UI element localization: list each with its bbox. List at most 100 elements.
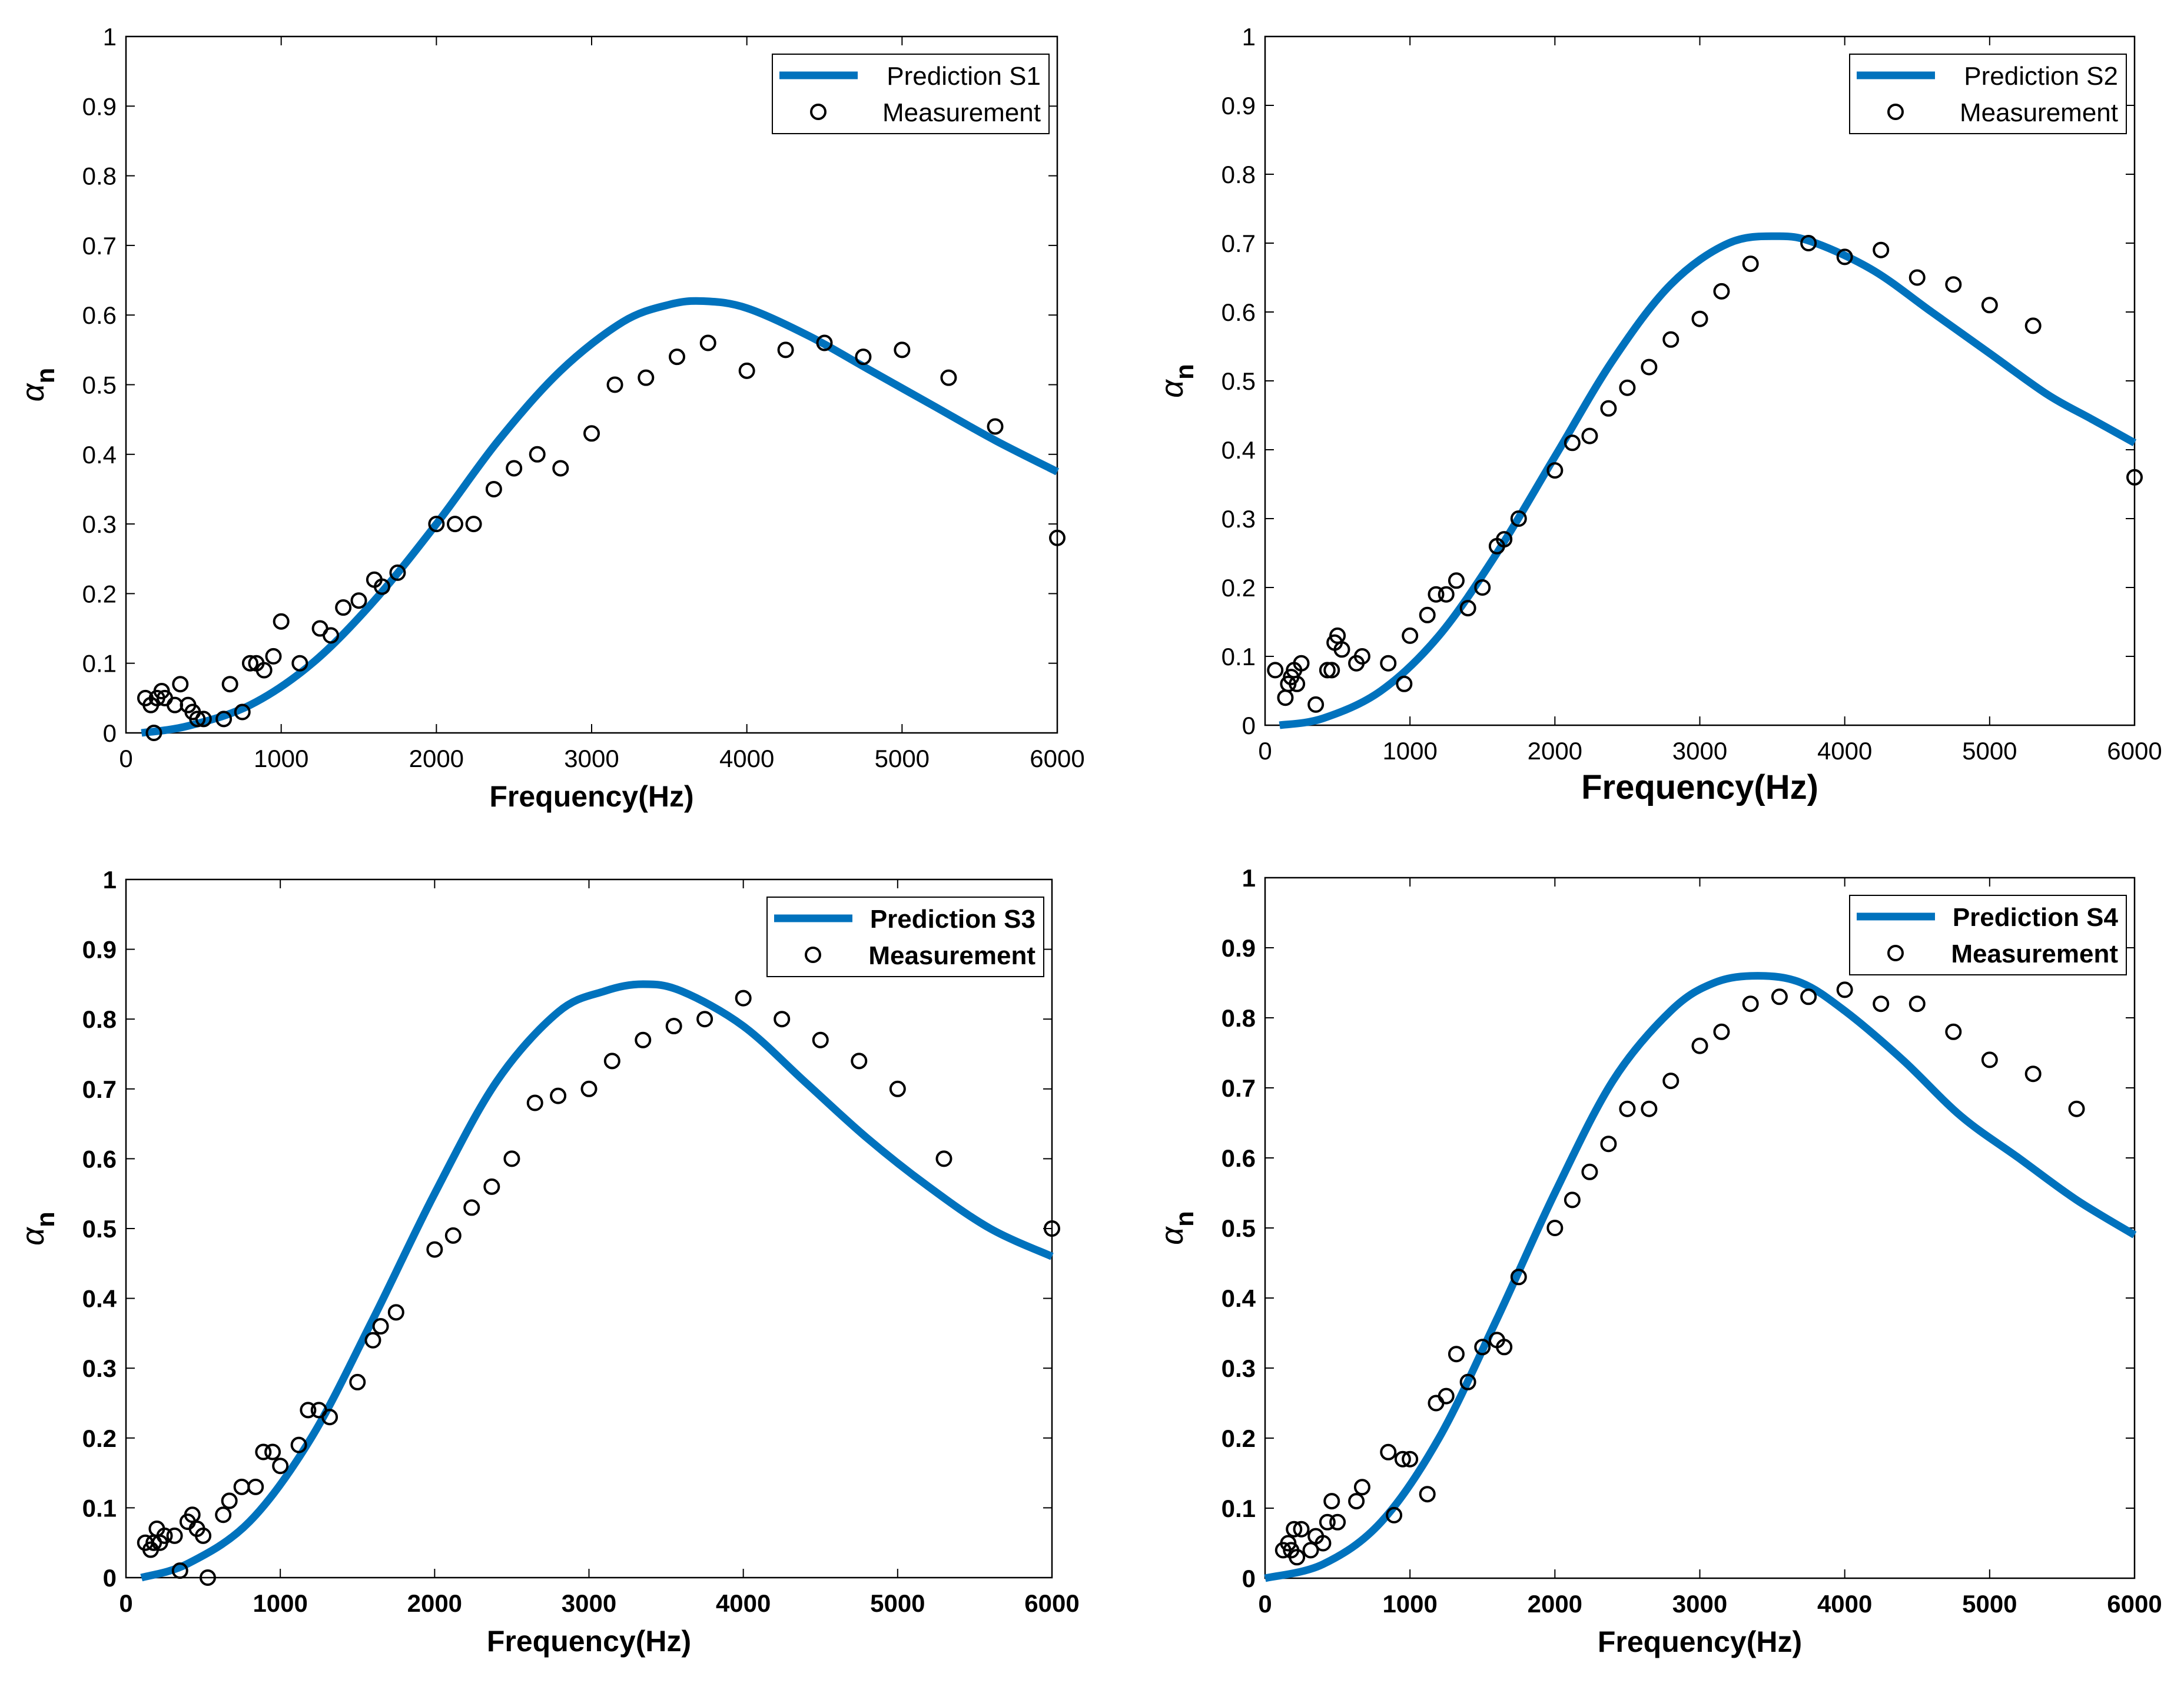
x-tick-label: 1000: [254, 745, 308, 772]
measurement-point: [273, 613, 290, 630]
legend-entry-label: Prediction S3: [870, 905, 1035, 934]
y-tick-label: 0.3: [82, 1355, 117, 1382]
measurement-point: [1402, 1450, 1419, 1468]
y-tick-label: 0.6: [1222, 1144, 1256, 1172]
y-tick-label: 0.4: [82, 1285, 117, 1313]
legend: [1849, 895, 2127, 975]
measurement-point: [291, 655, 308, 672]
y-axis-label-symbol: α: [1154, 379, 1190, 398]
prediction-line: [140, 980, 1054, 1582]
measurement-point: [669, 348, 686, 366]
measurement-point: [364, 1332, 381, 1349]
measurement-point: [1945, 1023, 1962, 1040]
y-tick-label: 0: [103, 1564, 117, 1592]
measurement-point: [300, 1402, 317, 1419]
measurement-point: [321, 1409, 338, 1426]
measurement-point: [812, 1031, 829, 1048]
measurement-point: [699, 334, 716, 351]
measurement-point: [1402, 627, 1419, 644]
y-tick-label: 0.3: [82, 510, 117, 538]
legend-marker-swatch: [805, 947, 821, 963]
y-axis-label: αn: [15, 1211, 60, 1246]
measurement-point: [603, 1053, 620, 1070]
x-axis-label: Frequency(Hz): [487, 1625, 691, 1658]
measurement-point: [426, 1241, 443, 1258]
x-tick-label: 4000: [719, 745, 774, 772]
x-tick-label: 3000: [562, 1589, 616, 1617]
measurement-point: [1742, 255, 1759, 273]
y-tick-label: 0.1: [82, 650, 117, 678]
measurement-point: [1302, 1542, 1319, 1559]
x-tick-label: 1000: [1382, 1590, 1437, 1618]
measurement-point: [255, 1443, 272, 1460]
measurement-point: [446, 516, 463, 533]
measurement-point: [215, 1506, 232, 1523]
measurement-point: [1394, 1450, 1411, 1468]
measurement-point: [777, 341, 794, 358]
measurement-point: [1289, 675, 1306, 692]
measurement-point: [264, 1443, 281, 1460]
measurement-point: [1641, 1100, 1658, 1117]
x-tick-label: 2000: [1528, 737, 1582, 765]
y-tick-label: 0.8: [1222, 1004, 1256, 1032]
y-tick-label: 0.2: [1222, 574, 1256, 602]
measurement-point: [894, 341, 911, 358]
measurement-point: [290, 1436, 307, 1453]
measurement-point: [1049, 529, 1066, 546]
measurement-point: [1510, 510, 1527, 527]
measurement-point: [1564, 1191, 1581, 1209]
measurement-point: [1348, 1493, 1365, 1510]
measurement-point: [1581, 427, 1598, 444]
measurement-point: [1286, 1521, 1303, 1538]
measurement-point: [940, 369, 957, 386]
measurement-point: [1619, 379, 1636, 396]
measurement-point: [2068, 1100, 2085, 1117]
y-tick-label: 0.4: [1222, 1284, 1256, 1312]
measurement-point: [463, 1199, 480, 1216]
measurement-point: [1771, 988, 1788, 1005]
x-tick-label: 6000: [1024, 1589, 1079, 1617]
measurement-point: [935, 1150, 952, 1167]
measurement-point: [1438, 1387, 1455, 1405]
y-tick-label: 0.4: [1222, 436, 1256, 464]
measurement-point: [1380, 1443, 1397, 1460]
measurement-point: [265, 648, 282, 665]
x-tick-label: 0: [119, 745, 132, 772]
measurement-point: [529, 446, 546, 463]
x-tick-label: 1000: [1382, 737, 1437, 765]
measurement-point: [1289, 1549, 1306, 1566]
y-tick-label: 0.9: [82, 936, 117, 964]
measurement-point: [241, 655, 258, 672]
y-tick-label: 0.1: [1222, 1495, 1256, 1522]
x-tick-label: 1000: [253, 1589, 307, 1617]
prediction-line: [1279, 232, 2137, 729]
measurement-point: [1641, 358, 1658, 376]
y-axis-label-subscript: n: [31, 368, 60, 384]
measurement-point: [1981, 297, 1998, 314]
measurement-point: [552, 460, 569, 477]
y-tick-label: 0.1: [82, 1494, 117, 1522]
x-tick-label: 4000: [716, 1589, 771, 1617]
measurement-point: [696, 1011, 713, 1028]
y-tick-label: 0.7: [82, 1075, 117, 1103]
measurement-point: [1380, 655, 1397, 672]
measurement-point: [1315, 1535, 1332, 1552]
x-tick-label: 2000: [409, 745, 464, 772]
measurement-point: [1564, 434, 1581, 452]
subplot-3: 0 1000 2000 3000 4000 5000 6000 0 0.1 0.2 0.3 0.4 0.…: [15, 866, 1080, 1658]
x-tick-label: 6000: [2107, 737, 2162, 765]
measurement-point: [526, 1094, 543, 1111]
measurement-point: [221, 1492, 238, 1509]
y-axis-label-symbol: α: [1154, 1226, 1190, 1245]
measurement-point: [583, 425, 600, 442]
measurement-point: [1319, 1513, 1336, 1531]
legend-entry-label: Measurement: [868, 941, 1035, 970]
plot-area: [126, 879, 1052, 1578]
measurement-point: [156, 1527, 173, 1544]
x-tick-label: 5000: [1962, 1590, 2017, 1618]
y-tick-label: 0.2: [82, 1425, 117, 1452]
measurement-point: [1546, 462, 1564, 479]
measurement-point: [335, 599, 352, 616]
legend-entry-label: Measurement: [882, 98, 1041, 127]
